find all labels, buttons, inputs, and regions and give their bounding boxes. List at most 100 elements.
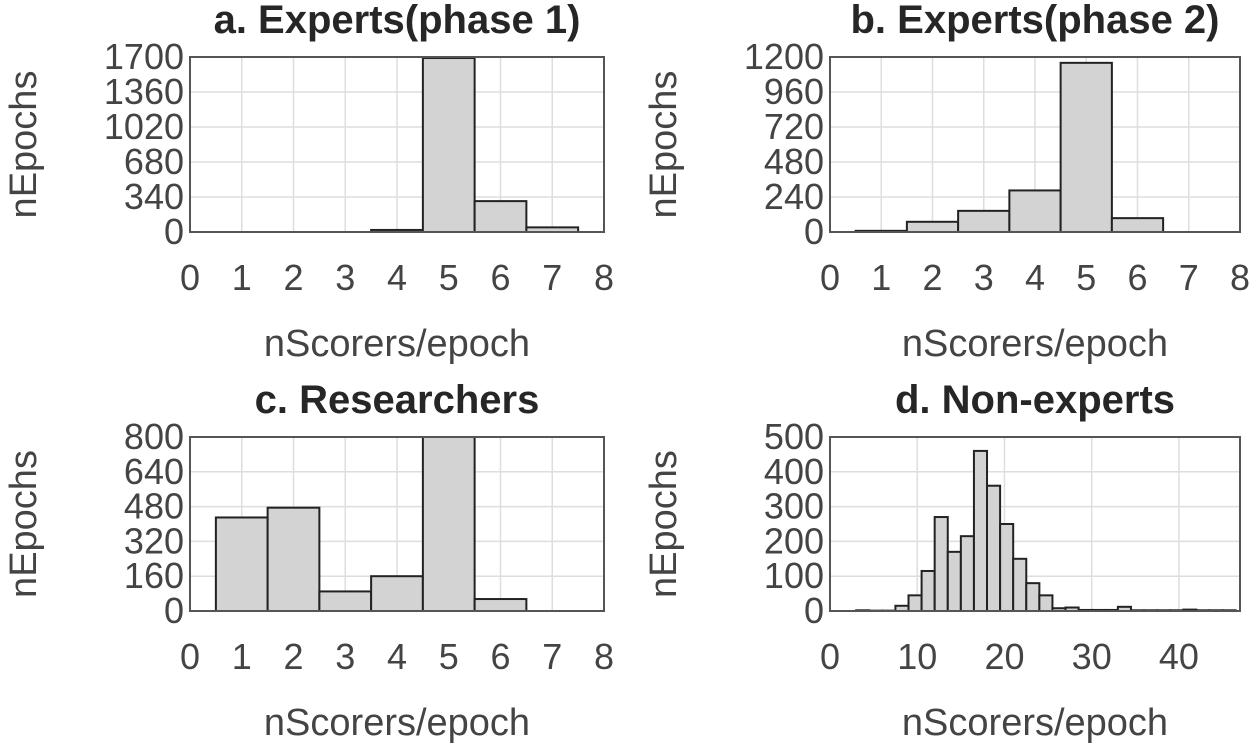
histogram-bar (318, 590, 373, 612)
y-tick-label: 0 (804, 590, 824, 631)
histogram-bar (1038, 594, 1054, 613)
histogram-bar (266, 506, 321, 612)
y-tick-label: 240 (764, 176, 824, 217)
y-tick-label: 160 (124, 555, 184, 596)
x-axis-label: nScorers/epoch (264, 702, 530, 744)
y-tick-label: 0 (164, 211, 184, 252)
axes-frame (829, 56, 1241, 233)
y-tick-label: 480 (124, 486, 184, 527)
y-tick-label: 640 (124, 451, 184, 492)
histogram-bar (1012, 557, 1028, 612)
axes-frame (829, 436, 1241, 612)
histogram-bar (370, 575, 424, 613)
y-tick-label: 0 (164, 590, 184, 631)
x-tick-label: 7 (1179, 257, 1199, 298)
x-tick-label: 1 (232, 257, 252, 298)
y-tick-label: 1360 (104, 71, 184, 112)
histogram-bar (959, 535, 975, 612)
x-axis-label: nScorers/epoch (264, 323, 530, 365)
histogram-bar (473, 598, 528, 612)
x-tick-label: 1 (232, 636, 252, 677)
x-axis-label: nScorers/epoch (902, 702, 1168, 744)
x-tick-label: 1 (871, 257, 891, 298)
x-tick-label: 7 (542, 636, 562, 677)
panel-title: a. Experts(phase 1) (214, 0, 581, 42)
axes-frame (189, 436, 605, 612)
x-tick-label: 5 (439, 257, 459, 298)
x-tick-label: 8 (594, 257, 614, 298)
panel-title: b. Experts(phase 2) (850, 0, 1219, 42)
x-tick-label: 30 (1072, 636, 1112, 677)
y-tick-label: 1700 (104, 36, 184, 77)
x-tick-label: 3 (974, 257, 994, 298)
histogram-bar (986, 484, 1002, 612)
histogram-bar (1110, 217, 1165, 233)
histogram-bar (920, 569, 936, 612)
y-axis-label: nEpochs (3, 71, 45, 219)
x-tick-label: 0 (820, 257, 840, 298)
histogram-bar (946, 550, 962, 613)
x-tick-label: 40 (1159, 636, 1199, 677)
x-tick-label: 6 (490, 257, 510, 298)
x-tick-label: 4 (387, 636, 407, 677)
histogram-bar (421, 57, 476, 233)
histogram-bar (905, 220, 960, 234)
x-tick-label: 0 (820, 636, 840, 677)
y-tick-label: 480 (764, 141, 824, 182)
x-tick-label: 10 (897, 636, 937, 677)
y-tick-label: 500 (764, 416, 824, 457)
x-tick-label: 0 (180, 636, 200, 677)
y-tick-label: 100 (764, 555, 824, 596)
histogram-bar (214, 516, 269, 612)
histogram-bar (1025, 582, 1041, 612)
histogram-bar (473, 200, 528, 233)
x-tick-label: 5 (439, 636, 459, 677)
y-tick-label: 400 (764, 451, 824, 492)
histogram-bar (1059, 61, 1113, 234)
histogram-bar (933, 516, 949, 612)
y-tick-label: 340 (124, 176, 184, 217)
y-tick-label: 200 (764, 520, 824, 561)
x-tick-label: 3 (335, 257, 355, 298)
x-tick-label: 4 (1025, 257, 1045, 298)
y-tick-label: 320 (124, 520, 184, 561)
y-tick-label: 0 (804, 211, 824, 252)
x-tick-label: 7 (542, 257, 562, 298)
x-tick-label: 6 (1127, 257, 1147, 298)
x-tick-label: 8 (594, 636, 614, 677)
y-tick-label: 800 (124, 416, 184, 457)
histogram-bar (1008, 189, 1062, 233)
y-tick-label: 720 (764, 106, 824, 147)
y-tick-label: 960 (764, 71, 824, 112)
y-tick-label: 300 (764, 486, 824, 527)
x-axis-label: nScorers/epoch (902, 323, 1168, 365)
histogram-bar (972, 449, 989, 613)
x-tick-label: 2 (283, 636, 303, 677)
x-tick-label: 2 (283, 257, 303, 298)
x-tick-label: 8 (1230, 257, 1250, 298)
histogram-bar (957, 209, 1011, 234)
y-axis-label: nEpochs (3, 450, 45, 598)
y-tick-label: 1020 (104, 106, 184, 147)
histogram-bar (421, 436, 476, 612)
x-tick-label: 4 (387, 257, 407, 298)
x-tick-label: 2 (922, 257, 942, 298)
y-tick-label: 680 (124, 141, 184, 182)
y-axis-label: nEpochs (643, 71, 685, 219)
histogram-bar (999, 523, 1015, 612)
panel-title: d. Non-experts (895, 378, 1175, 422)
x-tick-label: 0 (180, 257, 200, 298)
histogram-bar (907, 594, 923, 613)
y-tick-label: 1200 (744, 36, 824, 77)
y-axis-label: nEpochs (643, 450, 685, 598)
x-tick-label: 6 (490, 636, 510, 677)
axes-frame (189, 56, 605, 233)
x-tick-label: 20 (984, 636, 1024, 677)
x-tick-label: 5 (1076, 257, 1096, 298)
x-tick-label: 3 (335, 636, 355, 677)
